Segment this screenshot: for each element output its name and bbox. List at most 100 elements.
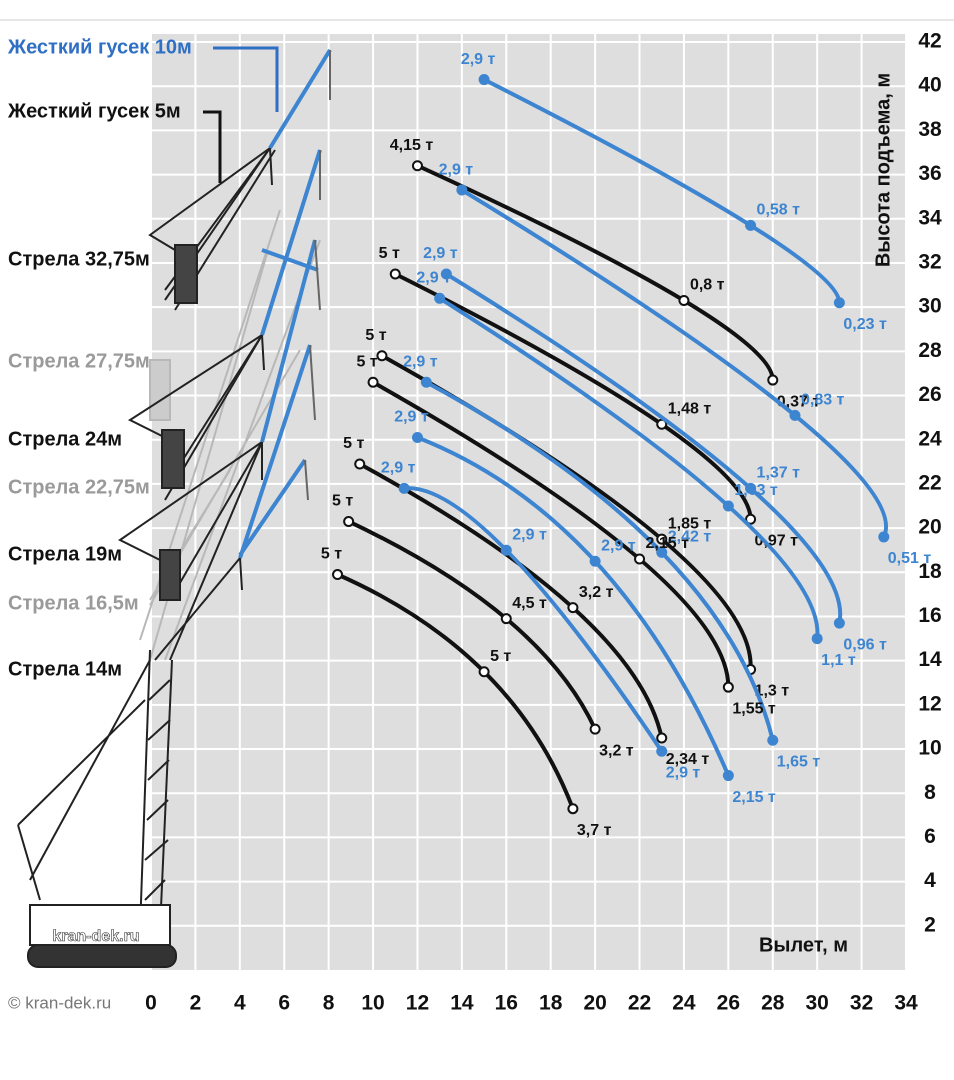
load-label: 2,34 т — [666, 751, 710, 768]
y-tick-label: 38 — [918, 118, 942, 141]
load-point — [500, 544, 512, 556]
load-label: 3,2 т — [579, 584, 614, 601]
load-point — [589, 555, 601, 567]
load-label: 0,96 т — [843, 636, 887, 653]
load-label: 1,48 т — [668, 400, 712, 417]
load-point — [398, 482, 410, 494]
load-label: 5 т — [343, 435, 364, 452]
x-tick-label: 20 — [583, 992, 606, 1015]
load-point — [434, 292, 446, 304]
load-point — [589, 723, 601, 735]
load-point — [656, 732, 668, 744]
load-point — [354, 458, 366, 470]
load-point — [376, 350, 388, 362]
load-label: 5 т — [356, 353, 377, 370]
x-tick-label: 24 — [672, 992, 696, 1015]
y-tick-label: 8 — [924, 781, 936, 804]
load-point — [478, 74, 490, 86]
load-label: 4,15 т — [390, 137, 434, 154]
load-label: 5 т — [332, 493, 353, 510]
y-tick-label: 40 — [918, 74, 941, 97]
load-label: 5 т — [490, 648, 511, 665]
load-point — [634, 553, 646, 565]
load-point — [656, 546, 668, 558]
load-point — [745, 219, 757, 231]
watermark: kran-dek.ru — [52, 928, 139, 945]
load-point — [411, 432, 423, 444]
load-point — [722, 770, 734, 782]
load-point — [833, 617, 845, 629]
load-point — [389, 268, 401, 280]
load-point — [656, 533, 668, 545]
load-point — [656, 745, 668, 757]
load-label: 1,1 т — [821, 652, 856, 669]
load-label: 5 т — [365, 327, 386, 344]
load-point — [478, 666, 490, 678]
load-point — [456, 184, 468, 196]
load-label: 0,8 т — [690, 277, 725, 294]
load-point — [656, 418, 668, 430]
x-tick-label: 8 — [323, 992, 335, 1015]
x-tick-label: 34 — [894, 992, 918, 1015]
load-point — [367, 376, 379, 388]
load-point — [767, 734, 779, 746]
y-tick-label: 30 — [918, 295, 941, 318]
boom-label: Жесткий гусек 10м — [7, 36, 192, 58]
load-point — [722, 681, 734, 693]
load-point — [878, 531, 890, 543]
x-tick-label: 18 — [539, 992, 563, 1015]
y-tick-label: 34 — [918, 206, 942, 229]
load-point — [678, 295, 690, 307]
y-tick-label: 16 — [918, 604, 941, 627]
load-point — [500, 613, 512, 625]
load-label: 2,9 т — [394, 409, 429, 426]
x-tick-label: 6 — [278, 992, 290, 1015]
boom-label: Стрела 14м — [8, 658, 122, 680]
y-tick-label: 24 — [918, 427, 942, 450]
load-label: 0,97 т — [755, 532, 799, 549]
load-label: 1,85 т — [668, 515, 712, 532]
crane — [17, 48, 332, 968]
load-point — [343, 515, 355, 527]
load-point — [420, 376, 432, 388]
y-tick-label: 6 — [924, 825, 936, 848]
boom-label: Стрела 22,75м — [8, 476, 150, 498]
x-tick-label: 28 — [761, 992, 785, 1015]
boom-label: Жесткий гусек 5м — [7, 100, 181, 122]
boom-label: Стрела 27,75м — [8, 350, 150, 372]
load-label: 4,5 т — [512, 595, 547, 612]
boom-label: Стрела 32,75м — [8, 248, 150, 270]
x-tick-label: 22 — [628, 992, 651, 1015]
load-point — [745, 513, 757, 525]
y-tick-label: 2 — [924, 913, 936, 936]
boom-label: Стрела 19м — [8, 543, 122, 565]
load-point — [767, 374, 779, 386]
load-point — [722, 500, 734, 512]
y-tick-label: 32 — [918, 250, 941, 273]
load-point — [332, 568, 344, 580]
x-tick-label: 4 — [234, 992, 246, 1015]
load-label: 3,2 т — [599, 742, 634, 759]
x-axis-title: Вылет, м — [759, 934, 848, 956]
load-label: 0,37 т — [777, 393, 821, 410]
x-tick-label: 16 — [495, 992, 518, 1015]
load-label: 2,9 т — [381, 460, 416, 477]
load-point — [745, 482, 757, 494]
load-point — [833, 297, 845, 309]
load-label: 0,51 т — [888, 550, 932, 567]
load-point — [411, 160, 423, 172]
load-label: 1,65 т — [777, 753, 821, 770]
load-point — [789, 409, 801, 421]
x-tick-label: 2 — [190, 992, 202, 1015]
x-tick-label: 32 — [850, 992, 873, 1015]
y-tick-label: 28 — [918, 339, 942, 362]
load-label: 2,9 т — [461, 51, 496, 68]
x-tick-label: 30 — [805, 992, 828, 1015]
load-label: 3,7 т — [577, 822, 612, 839]
load-point — [440, 268, 452, 280]
y-tick-label: 14 — [918, 648, 942, 671]
load-label: 2,9 т — [416, 270, 451, 287]
load-point — [567, 803, 579, 815]
y-tick-label: 12 — [918, 692, 941, 715]
load-label: 2,9 т — [666, 764, 701, 781]
